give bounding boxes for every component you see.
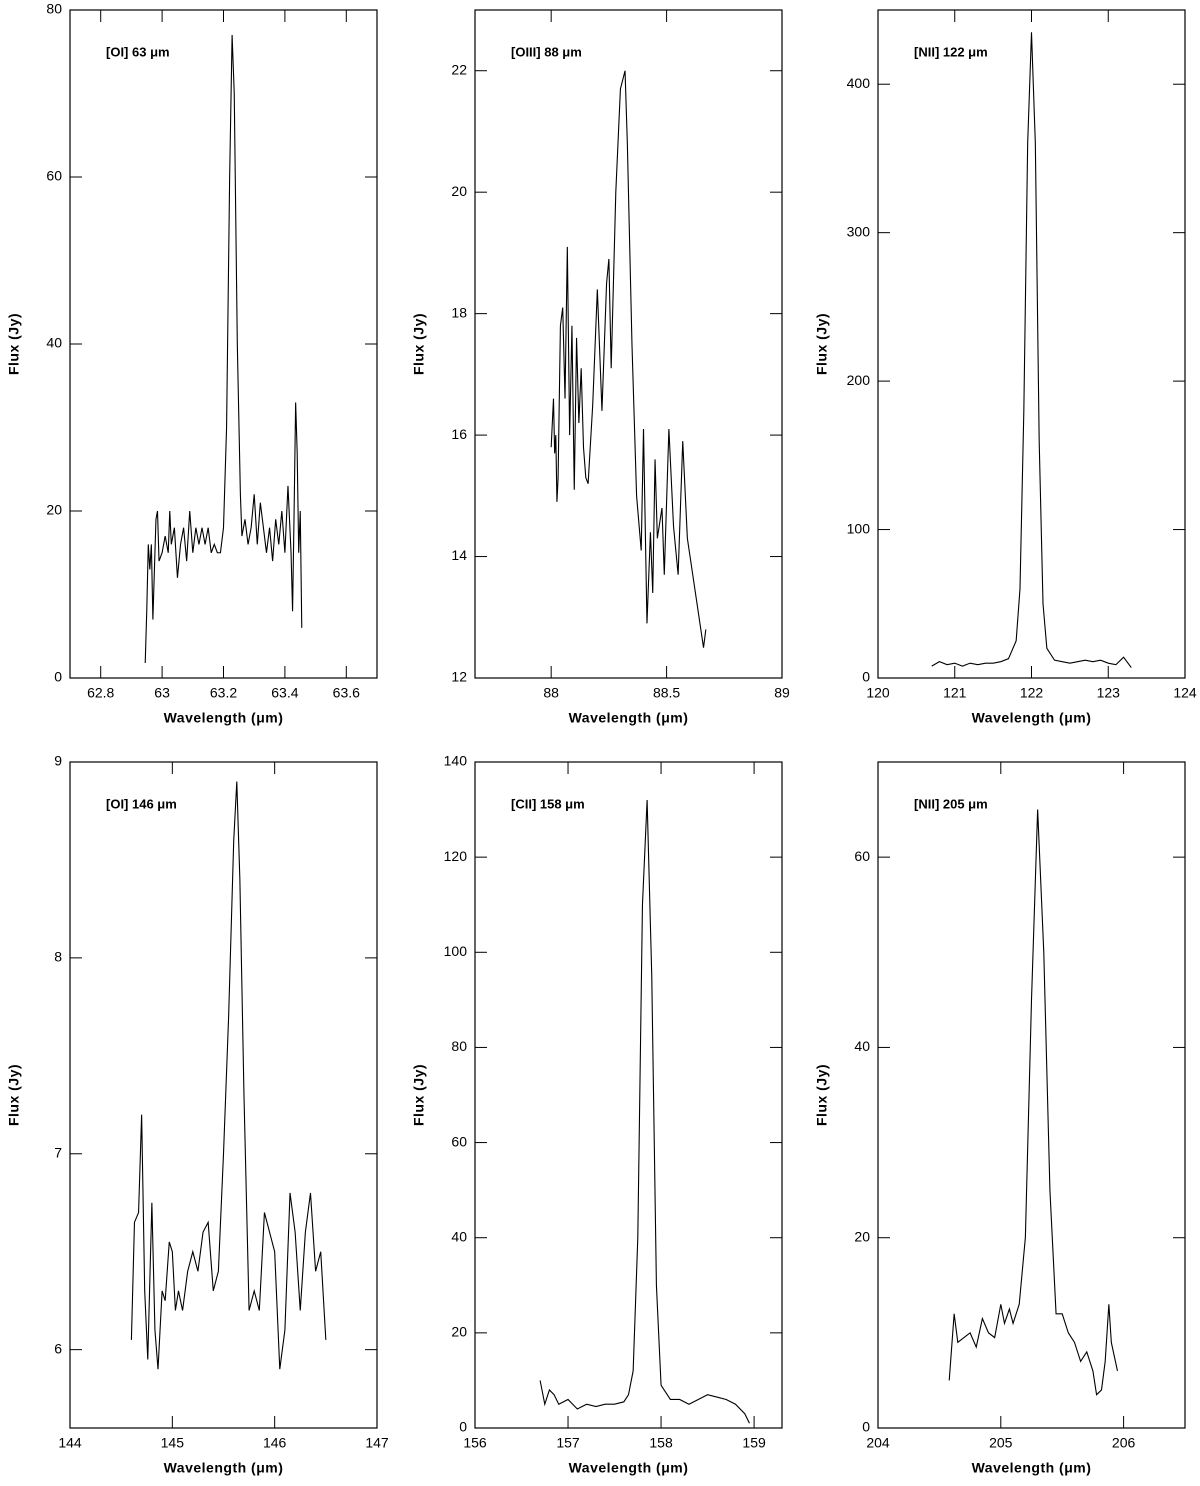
y-tick-label: 400 <box>847 75 871 91</box>
y-tick-label: 20 <box>451 1324 467 1340</box>
x-tick-label: 159 <box>742 1435 766 1451</box>
y-axis-label: Flux (Jy) <box>6 1064 22 1126</box>
y-axis-label: Flux (Jy) <box>411 313 427 375</box>
y-tick-label: 7 <box>54 1144 62 1160</box>
y-tick-label: 100 <box>444 943 468 959</box>
x-tick-label: 63.6 <box>333 685 360 701</box>
x-tick-label: 146 <box>263 1435 287 1451</box>
x-tick-label: 145 <box>161 1435 185 1451</box>
spectrum-line <box>550 70 707 648</box>
x-tick-label: 156 <box>463 1435 487 1451</box>
x-tick-label: 88.5 <box>653 685 680 701</box>
y-axis-label: Flux (Jy) <box>6 313 22 375</box>
plot-frame <box>69 761 378 1429</box>
y-tick-label: 6 <box>54 1340 62 1356</box>
x-tick-label: 158 <box>649 1435 673 1451</box>
line-annotation: [NII] 205 μm <box>914 796 988 811</box>
y-tick-label: 200 <box>847 372 871 388</box>
y-tick-label: 120 <box>444 848 468 864</box>
y-tick-label: 80 <box>46 1 62 17</box>
x-tick-label: 63.4 <box>271 685 298 701</box>
y-tick-label: 0 <box>54 669 62 685</box>
x-tick-label: 62.8 <box>87 685 114 701</box>
line-annotation: [NII] 122 μm <box>914 44 988 59</box>
line-annotation: [OI] 146 μm <box>106 796 177 811</box>
y-tick-label: 14 <box>451 547 467 563</box>
y-tick-label: 40 <box>451 1228 467 1244</box>
spectrum-line <box>948 809 1118 1396</box>
x-axis-label: Wavelength (μm) <box>569 710 689 726</box>
x-axis-label: Wavelength (μm) <box>164 1460 284 1476</box>
y-tick-label: 0 <box>862 669 870 685</box>
x-tick-label: 205 <box>989 1435 1013 1451</box>
y-tick-label: 12 <box>451 669 467 685</box>
x-tick-label: 144 <box>58 1435 82 1451</box>
x-tick-label: 123 <box>1097 685 1121 701</box>
y-tick-label: 40 <box>46 335 62 351</box>
x-tick-label: 89 <box>774 685 790 701</box>
plot-frame <box>877 761 1186 1429</box>
x-tick-label: 122 <box>1020 685 1044 701</box>
line-annotation: [OIII] 88 μm <box>511 44 582 59</box>
line-annotation: [OI] 63 μm <box>106 44 170 59</box>
y-tick-label: 140 <box>444 753 468 769</box>
x-tick-label: 88 <box>543 685 559 701</box>
x-axis-label: Wavelength (μm) <box>972 1460 1092 1476</box>
y-tick-label: 60 <box>854 848 870 864</box>
panel: 88 88.5 89 12 14 16 18 20 22 Wavelength (μm) Flux … <box>411 9 790 726</box>
y-tick-label: 40 <box>854 1038 870 1054</box>
x-axis-label: Wavelength (μm) <box>569 1460 689 1476</box>
y-tick-label: 300 <box>847 223 871 239</box>
y-tick-label: 18 <box>451 304 467 320</box>
panel: 144 145 146 147 6 7 8 9 Wavelength (μm) Flux (Jy)… <box>6 753 389 1476</box>
x-tick-label: 63.2 <box>210 685 237 701</box>
y-tick-label: 16 <box>451 426 467 442</box>
panel: 120 121 122 123 124 0 100 200 300 400 Wavelength (… <box>814 9 1197 726</box>
y-tick-label: 0 <box>459 1419 467 1435</box>
plot-frame <box>877 9 1186 679</box>
y-tick-label: 20 <box>46 502 62 518</box>
y-tick-label: 60 <box>46 168 62 184</box>
spectrum-line <box>931 32 1132 668</box>
panel: 62.8 63 63.2 63.4 63.6 0 20 40 60 80 Wavelength (μ… <box>6 1 378 726</box>
y-tick-label: 9 <box>54 753 62 769</box>
panel: 204 205 206 0 20 40 60 Wavelength (μm) Flux (Jy)… <box>814 761 1186 1476</box>
x-tick-label: 121 <box>943 685 967 701</box>
y-tick-label: 22 <box>451 61 467 77</box>
y-axis-label: Flux (Jy) <box>411 1064 427 1126</box>
x-tick-label: 206 <box>1112 1435 1136 1451</box>
x-axis-label: Wavelength (μm) <box>164 710 284 726</box>
x-tick-label: 120 <box>866 685 890 701</box>
y-axis-label: Flux (Jy) <box>814 1064 830 1126</box>
x-axis-label: Wavelength (μm) <box>972 710 1092 726</box>
x-tick-label: 157 <box>556 1435 580 1451</box>
spectrum-line <box>539 800 750 1424</box>
panel: 156 157 158 159 0 20 40 60 80 100 120 140 Wavelength… <box>411 753 783 1476</box>
y-tick-label: 80 <box>451 1038 467 1054</box>
x-tick-label: 147 <box>365 1435 389 1451</box>
x-tick-label: 124 <box>1173 685 1197 701</box>
spectrum-line <box>130 781 327 1370</box>
y-tick-label: 8 <box>54 949 62 965</box>
y-tick-label: 20 <box>451 183 467 199</box>
x-tick-label: 204 <box>866 1435 890 1451</box>
y-tick-label: 60 <box>451 1133 467 1149</box>
y-axis-label: Flux (Jy) <box>814 313 830 375</box>
y-tick-label: 0 <box>862 1419 870 1435</box>
y-tick-label: 100 <box>847 520 871 536</box>
plot-frame <box>474 9 783 679</box>
line-annotation: [CII] 158 μm <box>511 796 585 811</box>
plot-frame <box>69 9 378 679</box>
y-tick-label: 20 <box>854 1228 870 1244</box>
plot-frame <box>474 761 783 1429</box>
x-tick-label: 63 <box>154 685 170 701</box>
spectrum-line <box>144 35 303 663</box>
